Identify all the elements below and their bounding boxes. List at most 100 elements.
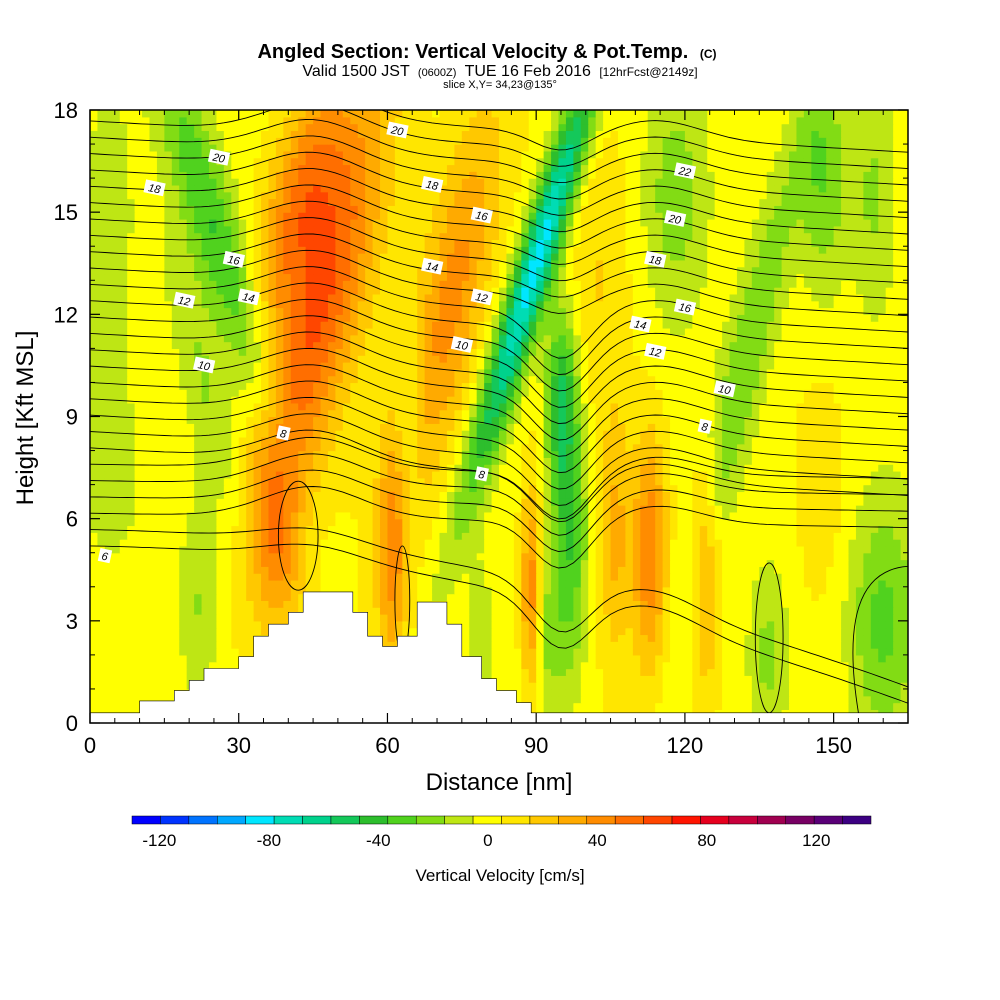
velocity-cell [640,620,649,629]
velocity-cell [662,573,671,581]
velocity-cell [142,695,151,704]
velocity-cell [104,566,113,574]
velocity-cell [327,579,336,588]
velocity-cell [402,579,411,588]
velocity-cell [647,436,656,445]
velocity-cell [164,470,173,479]
velocity-cell [290,545,299,554]
velocity-cell [372,586,381,595]
velocity-cell [603,545,612,554]
velocity-cell [134,539,143,547]
velocity-cell [491,627,500,636]
velocity-cell [603,682,612,690]
velocity-cell [149,634,158,642]
velocity-cell [781,586,790,595]
velocity-cell [855,505,864,513]
velocity-cell [127,702,136,710]
velocity-cell [97,484,106,493]
velocity-cell [394,593,403,601]
velocity-cell [327,573,336,581]
velocity-cell [536,539,545,547]
velocity-cell [670,539,679,547]
velocity-cell [714,627,723,636]
velocity-cell [789,688,798,697]
velocity-cell [432,532,441,540]
velocity-cell [179,511,188,520]
velocity-cell [744,430,753,438]
velocity-cell [305,586,314,595]
velocity-cell [625,470,634,479]
velocity-cell [610,675,619,683]
velocity-cell [536,559,545,567]
velocity-cell [156,457,165,465]
velocity-cell [647,470,656,479]
velocity-cell [766,661,775,670]
velocity-cell [208,409,218,418]
velocity-cell [655,525,664,533]
velocity-cell [216,470,225,479]
velocity-cell [112,484,121,493]
velocity-cell [253,436,262,445]
velocity-cell [617,505,627,513]
velocity-cell [97,661,106,670]
velocity-cell [104,436,113,445]
velocity-cell [476,511,485,520]
velocity-cell [870,477,879,486]
velocity-cell [811,505,820,513]
velocity-cell [476,614,485,622]
velocity-cell [402,498,411,506]
velocity-cell [826,464,835,472]
velocity-cell [900,695,908,704]
velocity-cell [335,586,344,595]
velocity-cell [744,675,753,683]
velocity-cell [551,430,560,438]
velocity-cell [179,620,188,629]
velocity-cell [796,470,805,479]
velocity-cell [707,430,716,438]
velocity-cell [261,532,270,540]
velocity-cell [231,409,240,418]
velocity-cell [454,593,463,601]
velocity-cell [156,443,165,452]
velocity-cell [491,641,500,649]
velocity-cell [855,586,864,595]
velocity-cell [536,416,545,424]
velocity-cell [476,545,485,554]
velocity-cell [684,511,693,520]
velocity-cell [528,430,537,438]
velocity-cell [469,559,478,567]
velocity-cell [238,491,247,499]
velocity-cell [655,470,664,479]
velocity-cell [484,552,493,561]
velocity-cell [261,539,270,547]
velocity-cell [670,559,679,567]
velocity-cell [112,525,121,533]
velocity-cell [588,464,597,472]
velocity-cell [298,505,307,513]
velocity-cell [677,552,686,561]
velocity-cell [313,436,322,445]
velocity-cell [238,539,247,547]
velocity-cell [372,423,381,431]
velocity-cell [149,695,158,704]
velocity-cell [558,436,567,445]
velocity-cell [580,682,589,690]
velocity-cell [617,470,627,479]
velocity-cell [327,586,336,595]
velocity-cell [201,661,210,670]
velocity-cell [617,702,627,710]
velocity-cell [298,518,307,527]
velocity-cell [253,600,262,608]
velocity-cell [610,511,619,520]
velocity-cell [97,511,106,520]
velocity-cell [789,607,798,615]
velocity-cell [744,627,753,636]
velocity-cell [632,470,641,479]
velocity-cell [164,505,173,513]
velocity-cell [580,450,589,458]
velocity-cell [246,545,255,554]
velocity-cell [893,593,902,601]
velocity-cell [521,477,530,486]
velocity-cell [97,620,106,629]
velocity-cell [142,620,151,629]
